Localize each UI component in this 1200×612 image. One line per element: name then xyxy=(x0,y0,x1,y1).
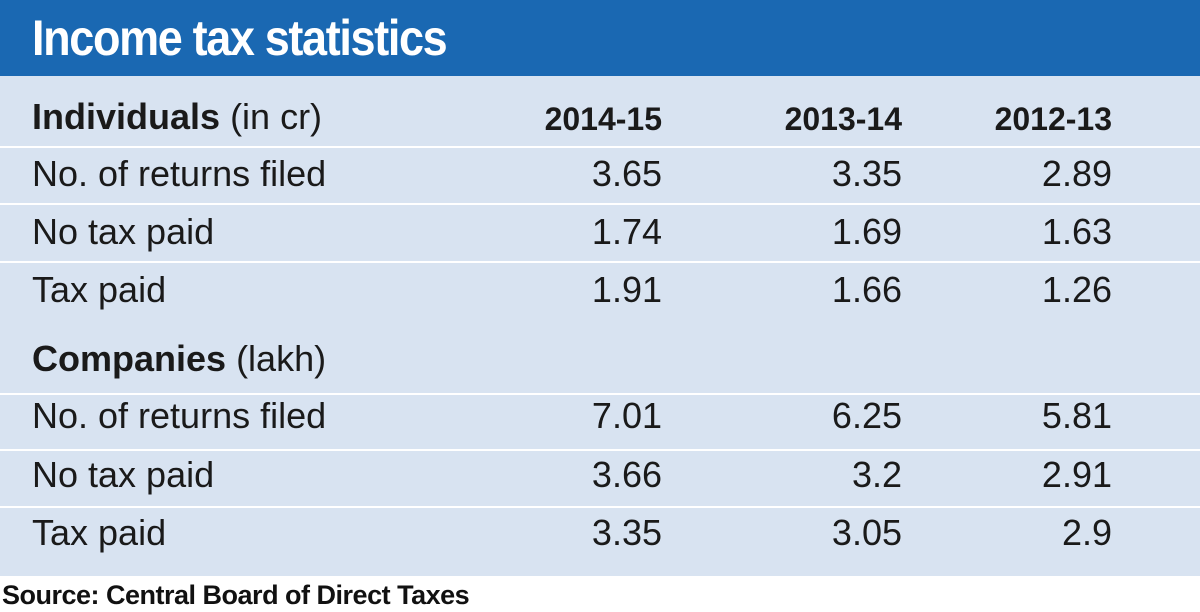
row-label: Tax paid xyxy=(32,269,167,310)
table-cell: 1.74 xyxy=(591,211,662,252)
source-note: Source: Central Board of Direct Taxes xyxy=(2,580,470,610)
column-header-2013-14: 2013-14 xyxy=(784,101,902,137)
row-label: No tax paid xyxy=(32,454,215,495)
section-name: Companies xyxy=(32,338,227,379)
table-cell: 2.9 xyxy=(1061,512,1112,553)
section-unit: (lakh) xyxy=(236,338,327,379)
section-heading-individuals: Individuals (in cr) xyxy=(32,97,322,137)
table-cell: 5.81 xyxy=(1041,395,1112,436)
table-cell: 1.91 xyxy=(591,269,662,310)
row-divider xyxy=(0,506,1200,508)
row-label: No tax paid xyxy=(32,211,215,252)
row-divider xyxy=(0,146,1200,148)
title-banner: Income tax statistics xyxy=(0,0,1200,76)
section-heading-companies: Companies (lakh) xyxy=(32,339,326,379)
section-unit: (in cr) xyxy=(230,96,323,137)
table-cell: 1.63 xyxy=(1041,211,1112,252)
table-cell: 1.69 xyxy=(831,211,902,252)
table-cell: 3.35 xyxy=(591,512,662,553)
table-cell: 3.35 xyxy=(831,153,902,194)
table-cell: 3.66 xyxy=(591,454,662,495)
row-label: No. of returns filed xyxy=(32,153,327,194)
table-cell: 6.25 xyxy=(831,395,902,436)
row-divider xyxy=(0,449,1200,451)
table-cell: 3.65 xyxy=(591,153,662,194)
table-background xyxy=(0,76,1200,576)
table-cell: 3.2 xyxy=(851,454,902,495)
row-divider xyxy=(0,261,1200,263)
row-label: No. of returns filed xyxy=(32,395,327,436)
row-label: Tax paid xyxy=(32,512,167,553)
row-divider xyxy=(0,203,1200,205)
column-header-2012-13: 2012-13 xyxy=(994,101,1112,137)
table-cell: 1.26 xyxy=(1041,269,1112,310)
table-cell: 2.89 xyxy=(1041,153,1112,194)
table-cell: 7.01 xyxy=(591,395,662,436)
table-cell: 1.66 xyxy=(831,269,902,310)
chart-title: Income tax statistics xyxy=(32,10,448,66)
table-cell: 2.91 xyxy=(1041,454,1112,495)
row-divider xyxy=(0,393,1200,395)
table-cell: 3.05 xyxy=(831,512,902,553)
column-header-2014-15: 2014-15 xyxy=(544,101,662,137)
section-name: Individuals xyxy=(32,96,221,137)
